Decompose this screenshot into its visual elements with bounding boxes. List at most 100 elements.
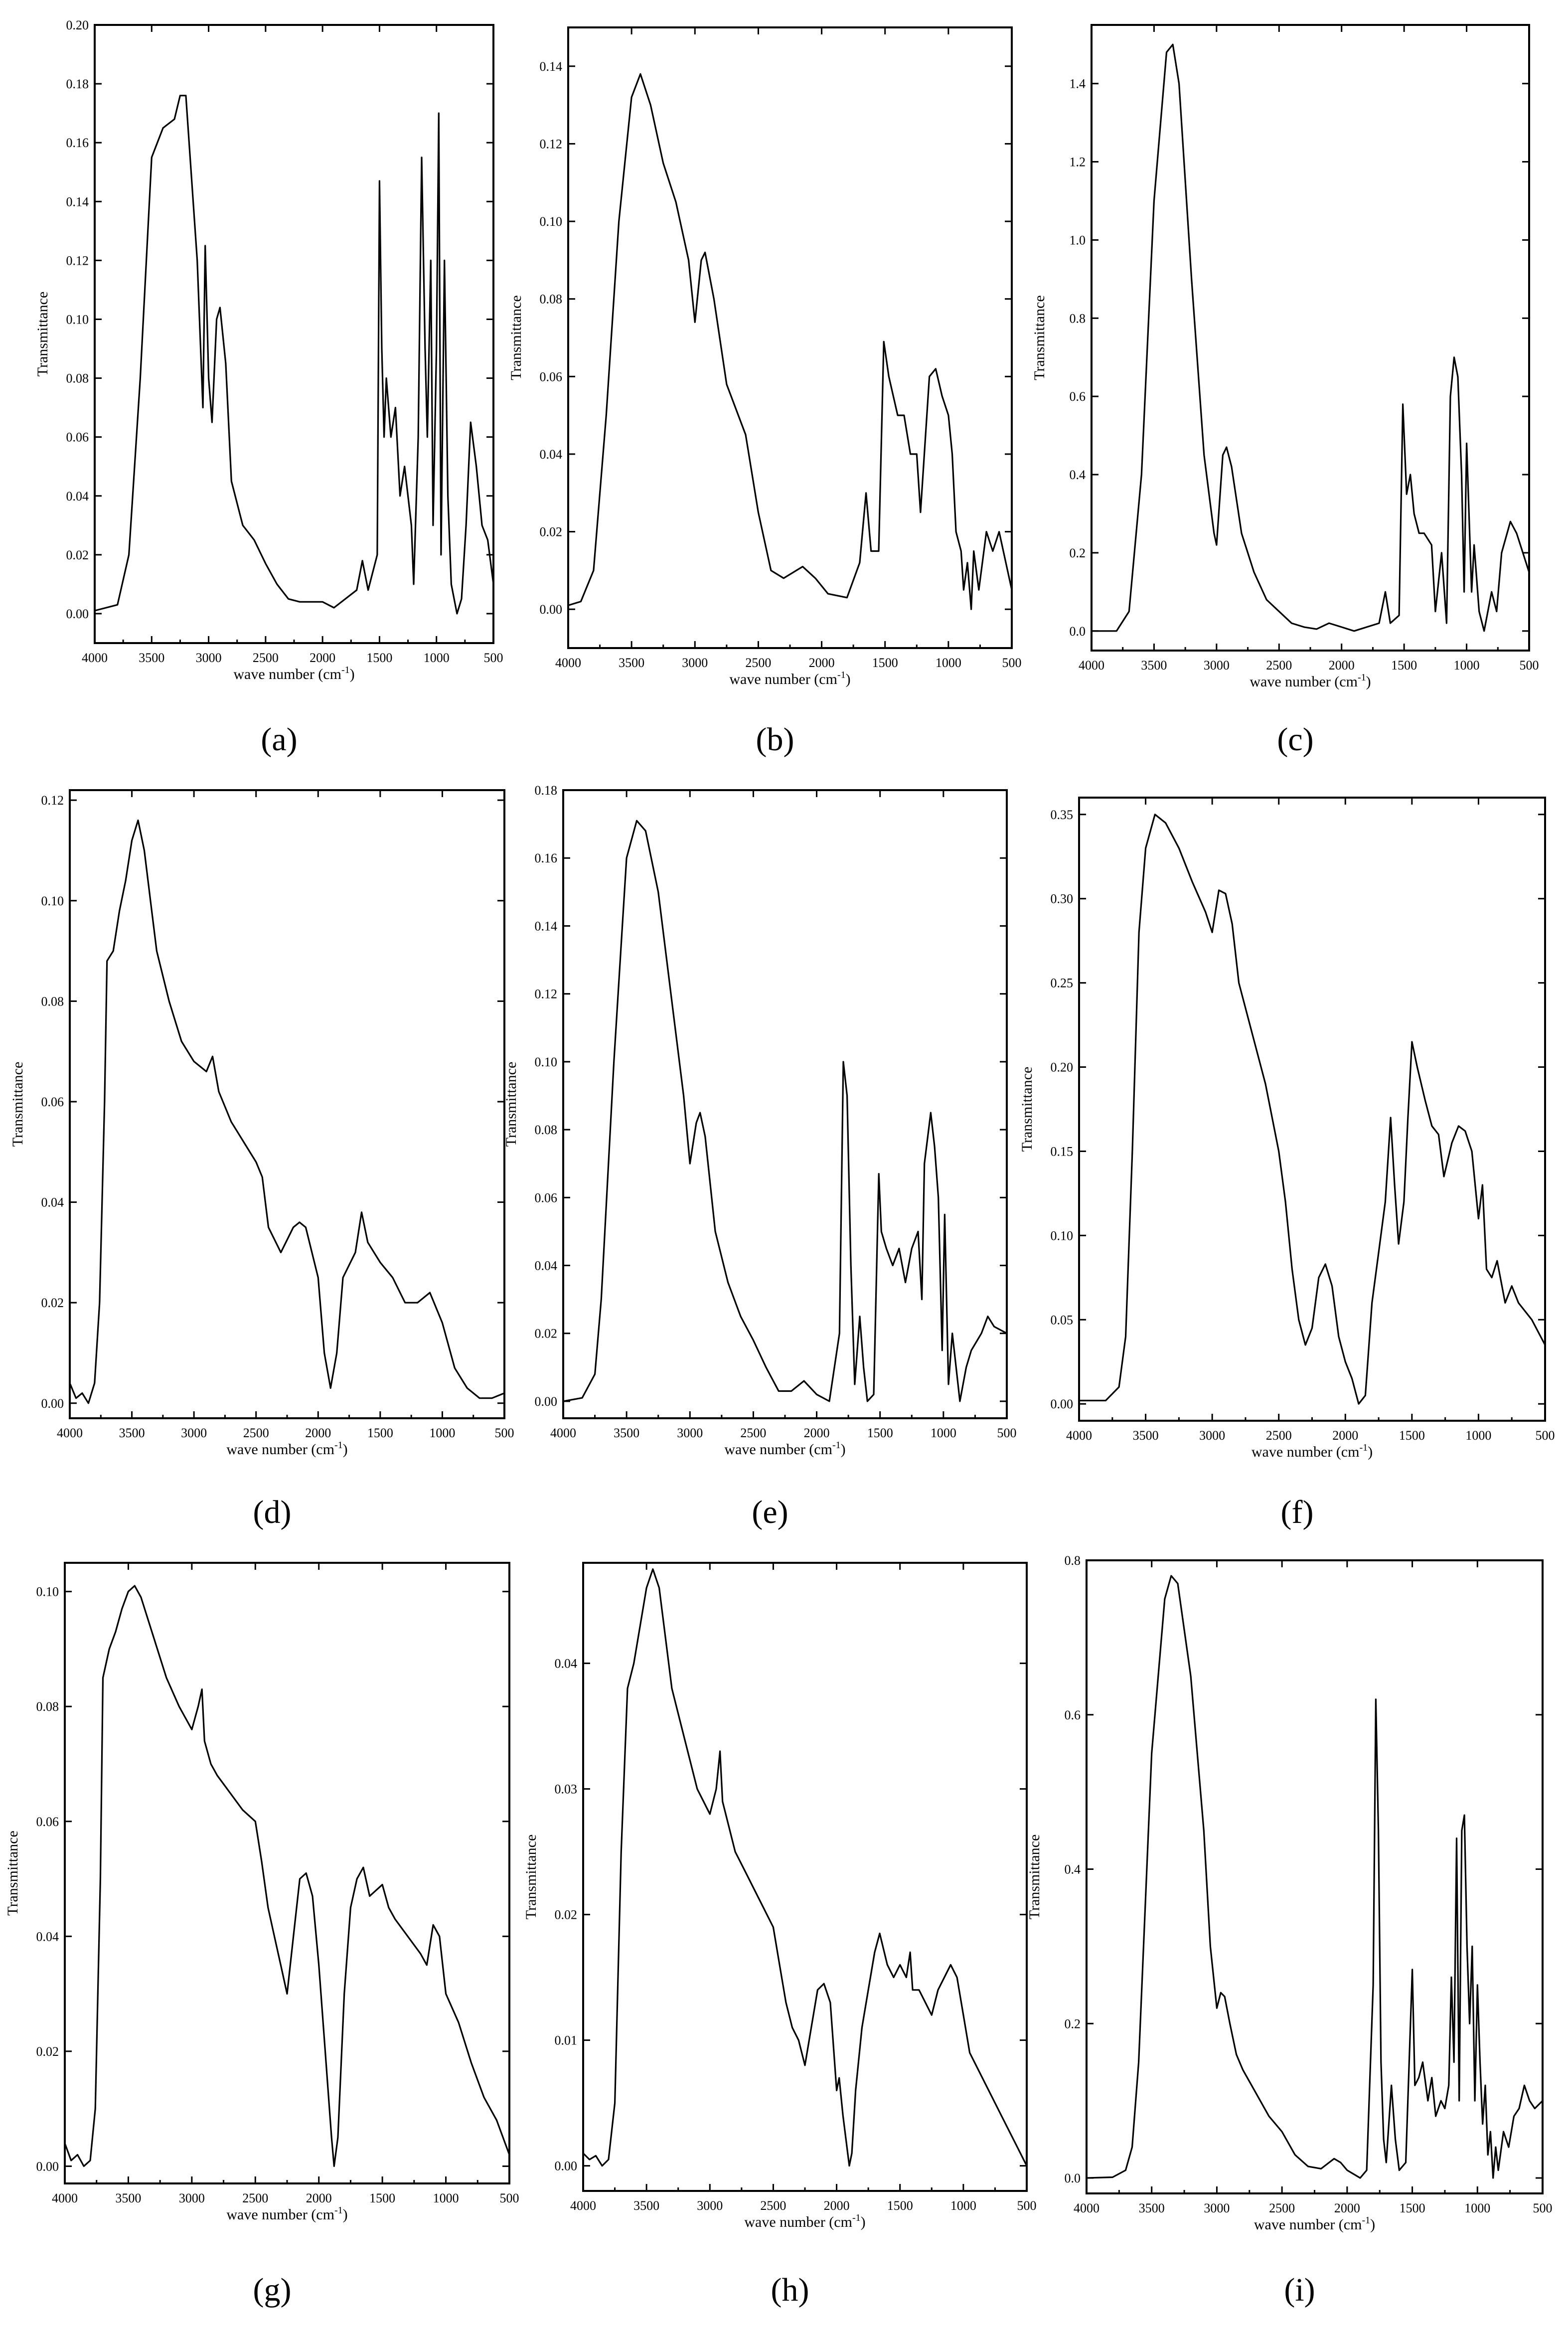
x-tick-label: 4000 [555,656,581,670]
y-axis-title: Transmittance [1031,295,1048,380]
x-axis-title-exponent: -1 [832,1440,841,1451]
x-tick-label: 3000 [1204,2201,1230,2215]
x-tick-label: 3000 [1204,658,1230,672]
y-tick-label: 0.08 [66,371,89,386]
x-tick-label: 3500 [139,651,164,665]
y-tick-label: 0.10 [1051,1228,1074,1243]
y-tick-label: 0.00 [555,2159,578,2173]
x-tick-label: 500 [500,2191,519,2205]
x-axis-title-text: wave number (cm [724,1441,832,1458]
x-tick-label: 1000 [424,651,450,665]
y-tick-label: 0.2 [1070,546,1086,560]
x-tick-label: 500 [997,1426,1017,1440]
x-tick-label: 1500 [369,2191,395,2205]
y-tick-label: 0.35 [1051,808,1074,822]
y-tick-label: 0.10 [535,1055,558,1069]
spectrum-line-i [1086,1575,1544,2179]
x-axis-title: wave number (cm-1) [226,2205,347,2223]
x-tick-label: 2500 [1266,1428,1292,1443]
y-tick-label: 0.04 [41,1195,64,1210]
x-tick-label: 2000 [1334,2201,1360,2215]
panel-c: 4000 3500 3000 2500 2000 1500 1000 500 0.0 0.2 0.4… [1031,24,1539,758]
panel-e: 4000 3500 3000 2500 2000 1500 1000 500 0.00 0.02 0… [503,783,1017,1530]
y-tick-label: 0.14 [535,919,558,933]
x-axis-title-close: ) [846,671,851,687]
y-tick-label: 0.6 [1065,1708,1081,1722]
spectrum-line-e [563,820,1007,1402]
panel-caption: (a) [261,721,297,758]
x-tick-label: 3500 [633,2198,659,2213]
x-axis-title-text: wave number (cm [1254,2216,1362,2233]
x-tick-label: 4000 [1079,658,1104,672]
y-tick-label: 0.02 [66,548,89,562]
plot-frame [64,1562,510,2184]
y-tick-label: 0.12 [535,987,558,1001]
y-tick-label: 0.12 [540,137,563,151]
y-tick-label: 0.20 [1051,1060,1074,1075]
panel-d: 4000 3500 3000 2500 2000 1500 1000 500 0.00 0.02 0… [9,789,514,1530]
panel-h: 4000 3500 3000 2500 2000 1500 1000 500 0.00 0.01 0… [523,1562,1037,2308]
y-tick-label: 0.02 [555,1908,578,1922]
x-axis-title-text: wave number (cm [744,2214,852,2230]
x-tick-label: 3500 [1141,658,1167,672]
x-axis-title: wave number (cm-1) [729,669,850,687]
x-tick-label: 1000 [936,656,961,670]
panel-caption: (b) [756,721,794,758]
x-tick-label: 3500 [115,2191,141,2205]
y-tick-label: 0.08 [36,1699,59,1714]
x-axis-title: wave number (cm-1) [744,2212,865,2230]
plot-frame [94,24,494,644]
x-axis-title-close: ) [861,2214,866,2230]
y-tick-label: 0.0 [1070,624,1086,639]
y-tick-label: 0.00 [41,1396,64,1411]
spectrum-line-h [582,1568,1028,2167]
y-tick-label: 0.8 [1065,1553,1081,1568]
x-tick-label: 1500 [1400,2201,1425,2215]
y-tick-label: 0.08 [535,1123,558,1137]
x-axis-title: wave number (cm-1) [1252,1442,1373,1460]
x-axis-title-text: wave number (cm [226,2206,334,2223]
panel-caption: (c) [1277,721,1313,758]
x-tick-label: 1000 [429,1426,455,1440]
y-tick-label: 1.0 [1070,233,1086,247]
panel-g: 4000 3500 3000 2500 2000 1500 1000 500 0.00 0.02 0… [4,1562,519,2308]
x-tick-label: 500 [1520,658,1539,672]
y-tick-label: 0.03 [555,1782,578,1797]
x-axis-title-close: ) [1366,673,1371,690]
panel-caption: (h) [771,2272,809,2308]
x-tick-label: 2500 [242,2191,268,2205]
x-tick-label: 500 [1017,2198,1037,2213]
x-tick-label: 1500 [872,656,898,670]
spectrum-line-g [64,1585,510,2167]
x-tick-label: 1000 [433,2191,459,2205]
x-axis-title-exponent: -1 [1358,672,1366,683]
y-tick-label: 0.04 [540,447,563,462]
x-tick-label: 3000 [697,2198,723,2213]
plot-frame [567,26,1013,649]
y-tick-label: 0.08 [540,292,563,307]
y-tick-label: 0.00 [36,2159,59,2173]
x-axis-title-exponent: -1 [341,665,350,675]
y-tick-label: 0.04 [36,1929,59,1944]
x-tick-label: 1500 [867,1426,893,1440]
y-tick-label: 0.00 [540,602,563,617]
x-tick-label: 1500 [1391,658,1417,672]
x-tick-label: 3000 [196,651,222,665]
y-axis-title: Transmittance [1026,1835,1043,1920]
x-tick-label: 4000 [52,2191,78,2205]
y-axis-title: Transmittance [508,295,524,380]
x-axis-title-exponent: -1 [1362,2215,1370,2226]
x-tick-label: 2500 [1266,658,1292,672]
x-tick-label: 2000 [305,1426,331,1440]
y-tick-label: 0.10 [66,312,89,327]
y-tick-label: 0.06 [36,1815,59,1829]
x-tick-label: 3000 [682,656,708,670]
panel-caption: (i) [1284,2272,1315,2308]
panel-f: 4000 3500 3000 2500 2000 1500 1000 500 0.00 0.05 0… [1019,797,1555,1530]
spectrum-line-a [94,95,494,615]
x-axis-title-text: wave number (cm [729,671,837,687]
y-tick-label: 0.4 [1070,468,1086,482]
x-tick-label: 500 [1533,2201,1553,2215]
x-tick-label: 2000 [809,656,835,670]
